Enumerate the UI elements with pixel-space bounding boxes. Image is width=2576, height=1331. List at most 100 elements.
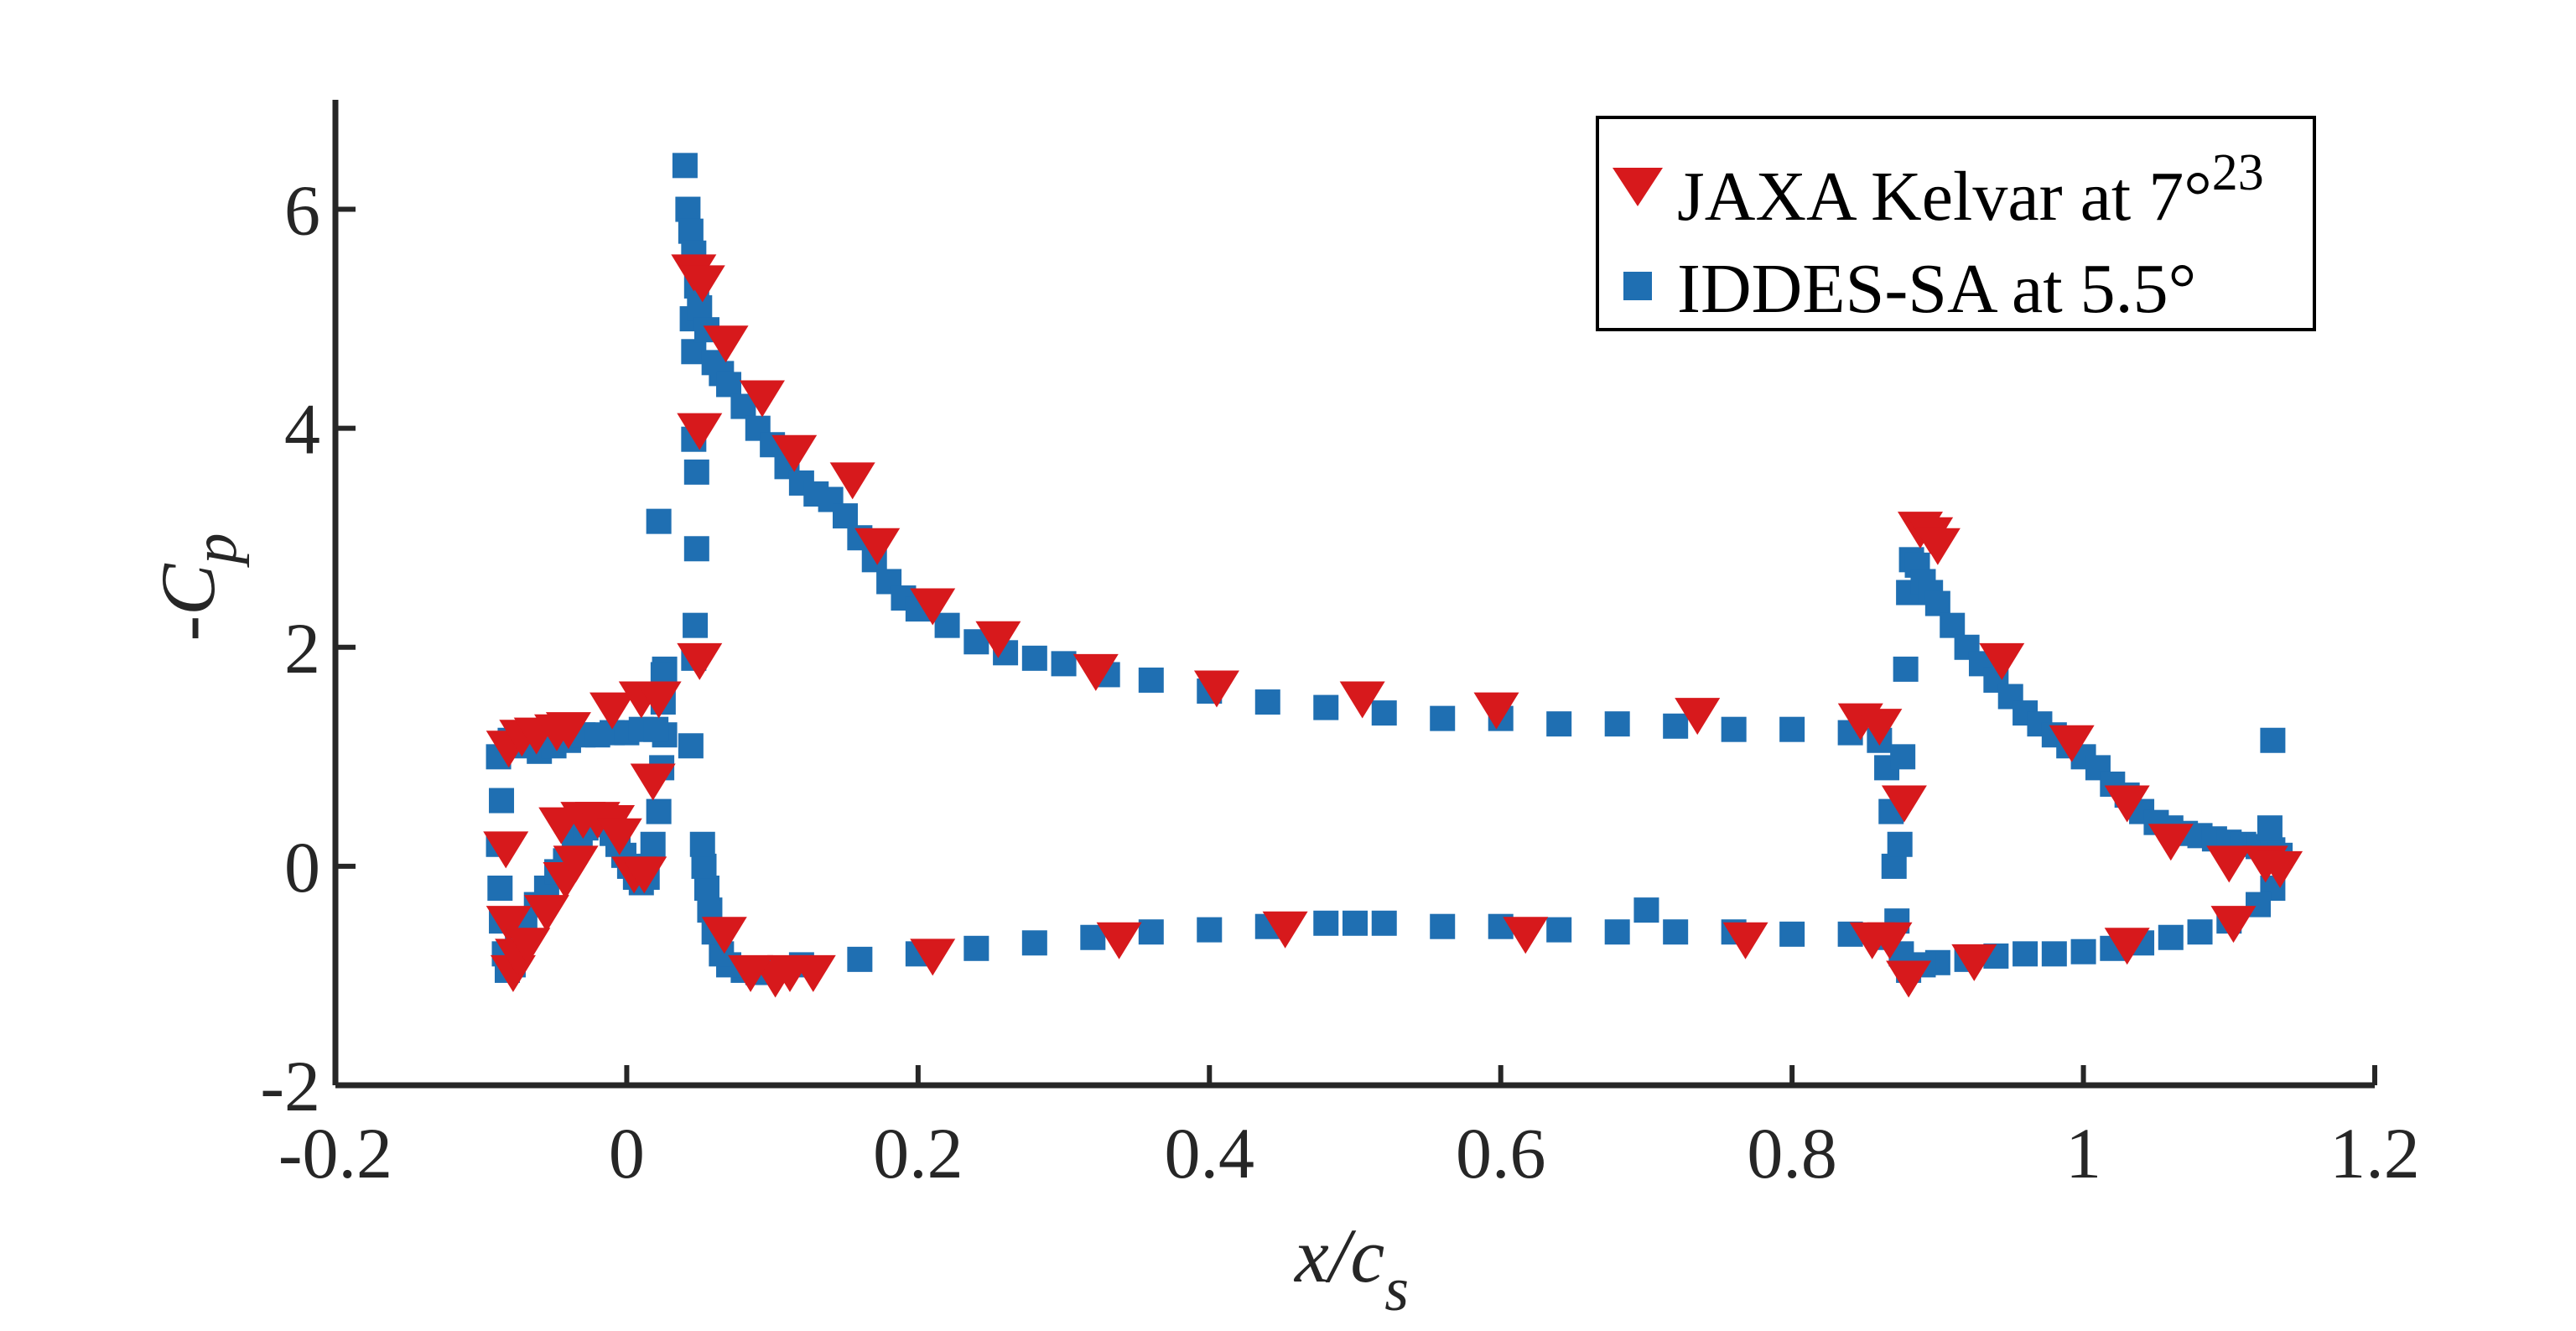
data-point-iddes xyxy=(1430,913,1456,939)
y-axis-title: -Cp xyxy=(145,533,250,642)
legend-entry-jaxa: JAXA Kelvar at 7°23 xyxy=(1613,144,2264,236)
data-point-jaxa xyxy=(2104,785,2150,823)
data-point-jaxa xyxy=(728,954,774,992)
data-point-jaxa xyxy=(2206,845,2252,883)
data-point-jaxa xyxy=(703,325,749,363)
data-point-jaxa xyxy=(1339,681,1385,719)
data-point-iddes xyxy=(687,295,713,321)
data-point-iddes xyxy=(1051,651,1077,677)
data-point-iddes xyxy=(2187,919,2213,945)
legend-label-jaxa: JAXA Kelvar at 7° xyxy=(1677,158,2212,236)
data-point-iddes xyxy=(683,459,709,485)
data-point-iddes xyxy=(678,218,704,244)
legend-label-iddes: IDDES-SA at 5.5° xyxy=(1677,250,2196,328)
data-point-iddes xyxy=(1138,919,1164,945)
data-point-iddes xyxy=(1893,656,1919,682)
data-point-iddes xyxy=(672,153,698,179)
x-axis-title-main: x/c xyxy=(1293,1213,1384,1298)
data-point-jaxa xyxy=(553,845,599,883)
data-point-iddes xyxy=(640,831,666,857)
y-tick-label: 4 xyxy=(284,389,320,470)
legend-marker-square-icon xyxy=(1623,272,1652,300)
data-point-jaxa xyxy=(523,895,569,933)
data-point-iddes xyxy=(1021,930,1047,956)
data-point-iddes xyxy=(1881,853,1907,879)
svg-text:-Cp: -Cp xyxy=(145,533,250,642)
legend-marker-triangle-icon xyxy=(1613,168,1663,206)
legend-box xyxy=(1596,116,2316,331)
data-point-jaxa xyxy=(701,917,747,954)
data-point-jaxa xyxy=(621,856,667,894)
data-point-iddes xyxy=(1546,711,1572,737)
data-point-jaxa xyxy=(2210,906,2257,944)
legend-label-jaxa-superscript: 23 xyxy=(2212,144,2264,201)
data-point-jaxa xyxy=(596,818,642,855)
x-tick-label: -0.2 xyxy=(278,1113,392,1193)
y-axis-title-subscript: p xyxy=(181,533,250,569)
data-point-jaxa xyxy=(483,831,529,869)
data-point-iddes xyxy=(847,946,873,972)
data-point-jaxa xyxy=(739,380,785,418)
x-tick-label: 0.4 xyxy=(1165,1113,1255,1193)
x-tick-label: 0.8 xyxy=(1747,1113,1837,1193)
legend: JAXA Kelvar at 7°23 IDDES-SA at 5.5° xyxy=(1596,116,2316,331)
data-point-jaxa xyxy=(1193,670,1239,708)
data-point-jaxa xyxy=(1857,709,1903,746)
data-point-jaxa xyxy=(1473,692,1519,730)
data-point-iddes xyxy=(1663,713,1689,739)
data-point-iddes xyxy=(833,503,858,529)
data-point-iddes xyxy=(1721,716,1747,742)
data-point-jaxa xyxy=(2257,850,2303,888)
data-point-jaxa xyxy=(975,621,1021,658)
x-tick-label: 0.2 xyxy=(873,1113,963,1193)
data-point-jaxa xyxy=(589,692,636,730)
data-point-jaxa xyxy=(545,712,591,750)
data-point-jaxa xyxy=(1072,653,1119,691)
data-point-jaxa xyxy=(1979,642,2025,680)
data-point-jaxa xyxy=(486,906,532,944)
data-point-jaxa xyxy=(1849,922,1895,959)
data-point-iddes xyxy=(1924,590,1950,616)
data-point-jaxa xyxy=(854,528,901,565)
axes: -0.2 0 0.2 0.4 0.6 0.8 1 1.2 -2 0 2 4 6 xyxy=(260,100,2420,1193)
data-point-iddes xyxy=(1430,705,1456,731)
data-point-iddes xyxy=(1197,917,1223,943)
data-point-iddes xyxy=(1371,700,1397,726)
x-ticks: -0.2 0 0.2 0.4 0.6 0.8 1 1.2 xyxy=(278,1065,2420,1193)
data-point-jaxa xyxy=(677,642,723,680)
data-point-iddes xyxy=(1371,910,1397,936)
data-point-iddes xyxy=(1887,831,1913,857)
data-point-iddes xyxy=(678,733,704,759)
data-point-jaxa xyxy=(1503,917,1549,954)
data-point-jaxa xyxy=(829,462,875,500)
data-point-jaxa xyxy=(1722,922,1768,959)
data-point-jaxa xyxy=(1096,922,1142,959)
data-point-iddes xyxy=(2158,924,2184,950)
x-tick-label: 1.2 xyxy=(2329,1113,2420,1193)
legend-entry-iddes: IDDES-SA at 5.5° xyxy=(1623,250,2196,328)
data-point-jaxa xyxy=(1675,698,1721,736)
data-point-iddes xyxy=(1633,897,1659,923)
x-axis-title: x/cs xyxy=(1293,1213,1409,1324)
data-point-jaxa xyxy=(1914,528,1961,565)
x-axis-title-subscript: s xyxy=(1384,1256,1409,1324)
data-point-iddes xyxy=(1940,612,1966,638)
data-point-iddes xyxy=(689,831,715,857)
data-point-jaxa xyxy=(1881,785,1927,823)
data-point-iddes xyxy=(643,716,669,742)
svg-text:x/cs: x/cs xyxy=(1293,1213,1409,1324)
data-point-iddes xyxy=(1343,910,1368,936)
data-point-jaxa xyxy=(1886,960,1932,998)
svg-text:JAXA Kelvar at 7°23: JAXA Kelvar at 7°23 xyxy=(1677,144,2264,236)
data-point-jaxa xyxy=(505,928,551,965)
data-point-iddes xyxy=(683,612,709,638)
data-point-iddes xyxy=(1546,917,1572,943)
data-point-iddes xyxy=(2260,727,2286,753)
data-point-jaxa xyxy=(2104,928,2150,965)
data-point-iddes xyxy=(934,612,960,638)
data-point-iddes xyxy=(1313,694,1339,720)
data-point-iddes xyxy=(487,876,513,901)
data-point-iddes xyxy=(646,798,672,824)
data-point-iddes xyxy=(2012,941,2038,967)
data-point-iddes xyxy=(1604,711,1630,737)
